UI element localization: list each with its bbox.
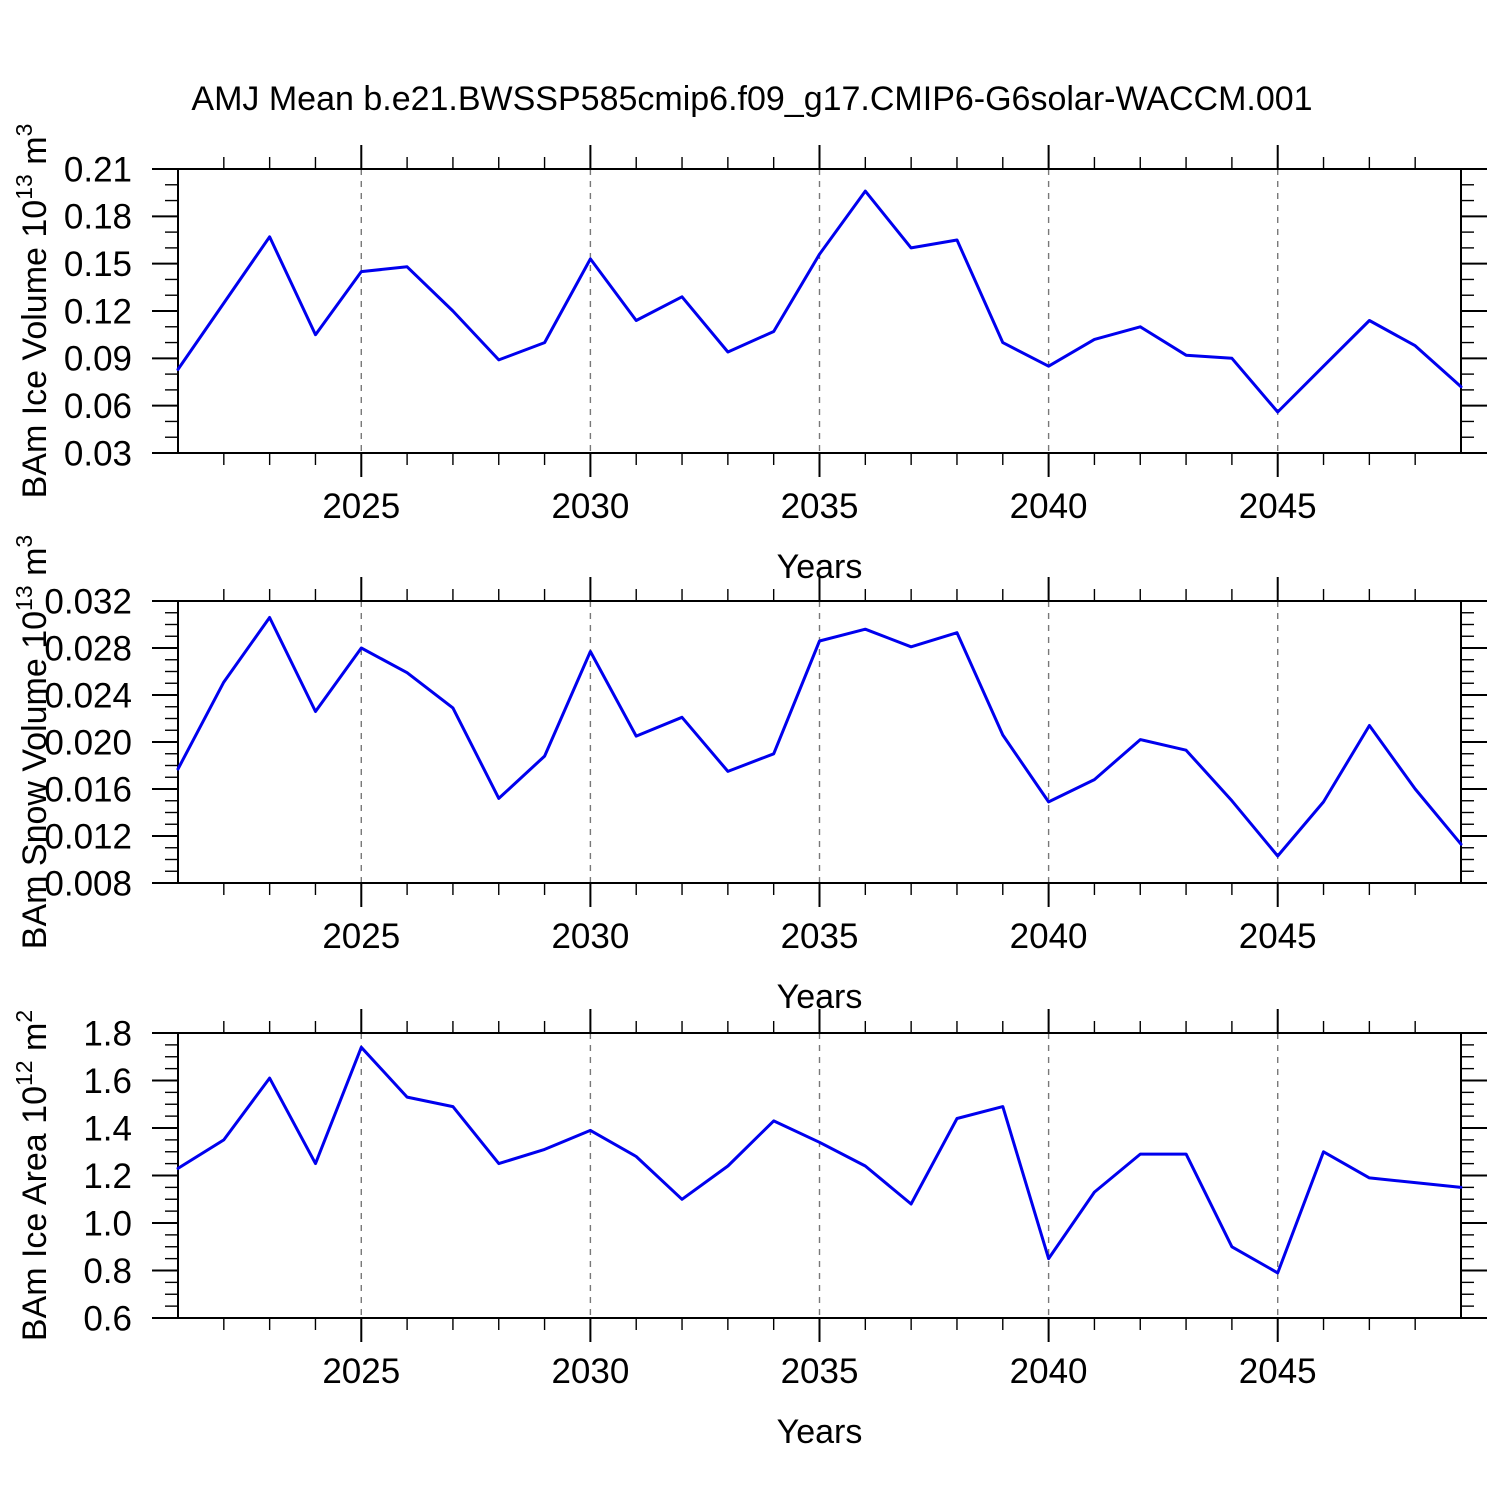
x-tick-label: 2030 (551, 1352, 629, 1391)
y-axis-label: BAm Ice Volume 1013 m3 (11, 124, 54, 499)
ice-volume-line (176, 189, 1463, 414)
y-axis-label: BAm Snow Volume 1013 m3 (11, 535, 54, 949)
panel-ice-area: 0.6 0.8 1.0 1.2 1.4 1.6 1.8 2025 2030 2035 2040 204… (11, 1009, 1487, 1451)
x-axis-label: Years (777, 1413, 863, 1451)
y-tick-label: 0.03 (64, 434, 132, 473)
x-tick-label: 2045 (1239, 487, 1317, 526)
panel-ice-volume: 0.03 0.06 0.09 0.12 0.15 0.18 0.21 2025 2030 2035… (11, 124, 1487, 586)
y-tick-label: 0.09 (64, 340, 132, 379)
y-axis-label: BAm Ice Area 1012 m2 (11, 1010, 54, 1341)
y-tick-label: 0.12 (64, 292, 132, 331)
y-tick-label: 1.8 (83, 1014, 132, 1053)
y-tick-label: 1.2 (83, 1157, 132, 1196)
y-tick-label: 0.028 (44, 629, 132, 668)
chart-title: AMJ Mean b.e21.BWSSP585cmip6.f09_g17.CMI… (191, 80, 1312, 118)
x-tick-label: 2030 (551, 487, 629, 526)
x-tick-label: 2025 (322, 917, 400, 956)
x-tick-label: 2025 (322, 1352, 400, 1391)
axis-ticks (152, 577, 1487, 907)
y-tick-label: 0.21 (64, 150, 132, 189)
axis-ticks (152, 145, 1487, 477)
x-tick-label: 2040 (1010, 487, 1088, 526)
y-tick-labels: 0.6 0.8 1.0 1.2 1.4 1.6 1.8 (83, 1014, 132, 1338)
x-tick-label: 2035 (781, 1352, 859, 1391)
x-tick-labels: 2025 2030 2035 2040 2045 (322, 487, 1316, 526)
y-tick-label: 0.06 (64, 387, 132, 426)
x-tick-label: 2035 (781, 917, 859, 956)
y-tick-label: 0.032 (44, 582, 132, 621)
x-tick-labels: 2025 2030 2035 2040 2045 (322, 1352, 1316, 1391)
axis-ticks (152, 1009, 1487, 1342)
y-tick-label: 0.18 (64, 198, 132, 237)
x-tick-label: 2040 (1010, 1352, 1088, 1391)
x-tick-label: 2025 (322, 487, 400, 526)
x-tick-label: 2045 (1239, 1352, 1317, 1391)
x-tick-label: 2030 (551, 917, 629, 956)
y-tick-label: 0.15 (64, 245, 132, 284)
x-tick-labels: 2025 2030 2035 2040 2045 (322, 917, 1316, 956)
y-tick-label: 0.024 (44, 676, 132, 715)
y-tick-label: 0.016 (44, 770, 132, 809)
x-tick-label: 2040 (1010, 917, 1088, 956)
y-tick-label: 1.0 (83, 1204, 132, 1243)
x-tick-label: 2045 (1239, 917, 1317, 956)
y-tick-labels: 0.03 0.06 0.09 0.12 0.15 0.18 0.21 (64, 150, 132, 473)
ice-area-line (176, 1045, 1463, 1275)
y-tick-label: 0.008 (44, 864, 132, 903)
y-tick-label: 1.4 (83, 1109, 132, 1148)
y-tick-label: 0.012 (44, 817, 132, 856)
y-tick-label: 0.8 (83, 1252, 132, 1291)
y-tick-label: 1.6 (83, 1062, 132, 1101)
y-tick-label: 0.020 (44, 723, 132, 762)
y-tick-labels: 0.008 0.012 0.016 0.020 0.024 0.028 0.032 (44, 582, 132, 903)
x-tick-label: 2035 (781, 487, 859, 526)
snow-volume-line (176, 616, 1463, 858)
y-tick-label: 0.6 (83, 1299, 132, 1338)
